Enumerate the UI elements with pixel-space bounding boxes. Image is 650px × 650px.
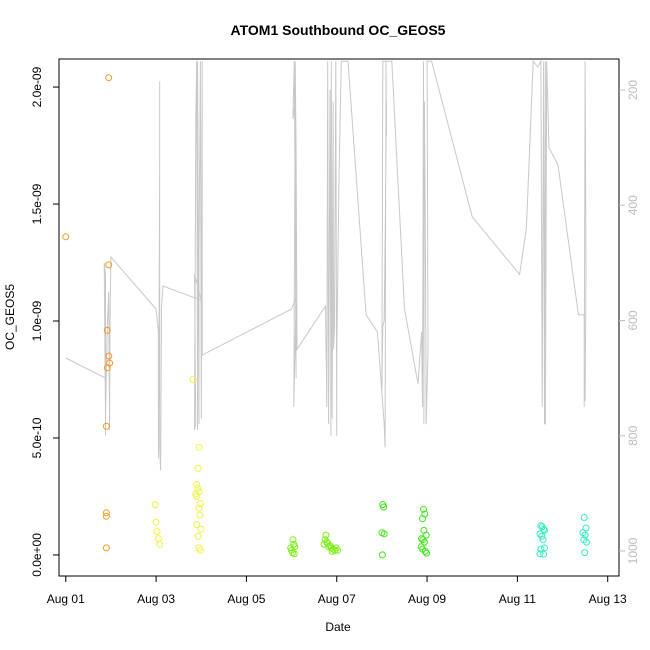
data-point xyxy=(538,532,546,540)
data-point xyxy=(423,549,431,557)
data-point xyxy=(102,509,110,517)
data-point xyxy=(420,538,428,546)
x-tick-label: Aug 03 xyxy=(137,592,175,606)
data-point xyxy=(196,511,204,519)
x-tick-label: Aug 11 xyxy=(499,592,536,606)
y2-tick-label: 400 xyxy=(626,195,640,215)
data-point xyxy=(102,512,110,520)
data-point xyxy=(151,501,159,509)
data-point xyxy=(328,547,336,555)
data-point xyxy=(193,481,201,489)
y-tick-label: 2.0e-09 xyxy=(30,66,44,107)
data-point xyxy=(420,505,427,513)
data-point xyxy=(581,549,589,557)
data-point xyxy=(103,364,111,372)
data-point xyxy=(536,530,544,538)
data-point xyxy=(189,376,197,383)
y2-axis: 200 400 600 800 1000 xyxy=(619,80,640,564)
x-tick-label: Aug 05 xyxy=(227,592,265,606)
plot-frame xyxy=(58,58,620,577)
y-tick-label: 5.0e-10 xyxy=(30,417,44,458)
data-point xyxy=(378,551,386,559)
data-point xyxy=(541,526,548,534)
series-4 xyxy=(378,501,431,559)
data-point xyxy=(196,500,204,507)
data-point xyxy=(105,261,113,269)
y2-tick-label: 200 xyxy=(626,80,640,100)
data-point xyxy=(152,518,160,526)
data-point xyxy=(536,550,544,558)
data-point xyxy=(581,531,589,539)
data-point xyxy=(193,493,201,500)
data-point xyxy=(421,547,429,555)
data-point xyxy=(154,535,162,543)
data-point xyxy=(62,233,70,241)
y-tick-label: 1.5e-09 xyxy=(30,183,44,224)
data-point xyxy=(153,528,161,536)
y-axis-label: OC_GEOS5 xyxy=(3,284,17,350)
x-axis-label: Date xyxy=(325,620,351,634)
data-point xyxy=(582,524,590,532)
data-point xyxy=(380,530,388,538)
data-point xyxy=(540,550,548,558)
data-point xyxy=(156,540,164,548)
data-point xyxy=(324,539,332,547)
data-point xyxy=(580,514,588,521)
data-point xyxy=(541,544,548,552)
data-point xyxy=(419,515,426,523)
data-point xyxy=(197,525,205,533)
y2-tick-label: 600 xyxy=(626,310,640,330)
x-tick-label: Aug 09 xyxy=(408,592,446,606)
y2-tick-label: 800 xyxy=(626,425,640,445)
pressure-track-line xyxy=(65,59,587,471)
data-point xyxy=(102,544,110,552)
y-tick-label: 1.0e-09 xyxy=(30,300,44,341)
data-point xyxy=(195,443,203,451)
data-point xyxy=(540,525,548,533)
series-5 xyxy=(536,514,590,558)
x-tick-label: Aug 01 xyxy=(47,592,85,606)
data-point xyxy=(193,521,201,528)
data-point xyxy=(105,352,113,360)
y2-tick-label: 1000 xyxy=(626,537,640,564)
data-point xyxy=(196,546,204,554)
data-point xyxy=(583,538,590,546)
data-point xyxy=(105,74,113,82)
data-point xyxy=(195,504,203,512)
data-point xyxy=(322,531,330,539)
chart-title: ATOM1 Southbound OC_GEOS5 xyxy=(231,22,446,38)
data-points-layer xyxy=(62,74,590,559)
pressure-track-layer xyxy=(65,59,587,471)
data-point xyxy=(289,536,297,544)
series-3 xyxy=(287,531,342,558)
data-point xyxy=(102,422,110,430)
data-point xyxy=(194,484,202,492)
data-point xyxy=(194,532,202,540)
data-point xyxy=(327,544,335,552)
series-2 xyxy=(151,376,205,554)
series-1 xyxy=(62,74,114,552)
data-point xyxy=(422,531,430,539)
data-point xyxy=(103,326,111,334)
y-axis: 0.0e+00 5.0e-10 1.0e-09 1.5e-09 2.0e-09 xyxy=(30,66,59,577)
x-axis: Aug 01 Aug 03 Aug 05 Aug 07 Aug 09 Aug 11 Aug … xyxy=(47,576,627,606)
data-point xyxy=(539,536,547,544)
data-point xyxy=(579,529,587,537)
data-point xyxy=(194,464,202,472)
data-point xyxy=(289,549,296,557)
data-point xyxy=(380,503,388,511)
data-point xyxy=(290,550,298,558)
x-tick-label: Aug 07 xyxy=(318,592,356,606)
x-tick-label: Aug 13 xyxy=(589,592,627,606)
y-tick-label: 0.0e+00 xyxy=(30,533,44,577)
